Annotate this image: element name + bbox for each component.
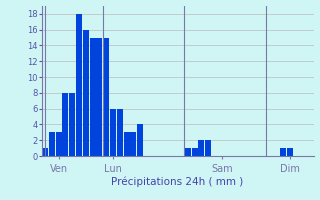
Bar <box>110 109 116 156</box>
Bar <box>287 148 293 156</box>
Bar <box>280 148 286 156</box>
Bar <box>192 148 198 156</box>
Bar <box>96 38 102 156</box>
Bar <box>69 93 75 156</box>
Bar <box>83 30 89 156</box>
Bar <box>124 132 130 156</box>
Bar <box>42 148 48 156</box>
Bar <box>198 140 204 156</box>
Bar <box>49 132 55 156</box>
Bar <box>205 140 211 156</box>
Bar <box>130 132 136 156</box>
Bar <box>117 109 123 156</box>
Bar <box>76 14 82 156</box>
Bar <box>137 124 143 156</box>
Bar <box>56 132 62 156</box>
Bar <box>103 38 109 156</box>
X-axis label: Précipitations 24h ( mm ): Précipitations 24h ( mm ) <box>111 176 244 187</box>
Bar <box>185 148 191 156</box>
Bar <box>90 38 96 156</box>
Bar <box>62 93 68 156</box>
